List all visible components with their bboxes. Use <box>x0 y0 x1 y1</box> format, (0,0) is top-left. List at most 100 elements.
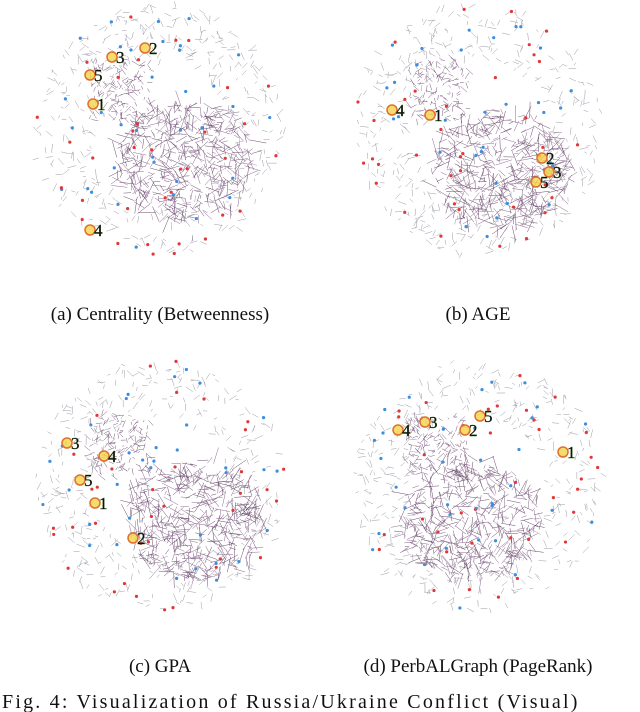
edge <box>463 596 471 599</box>
edge <box>433 209 439 212</box>
edge <box>384 206 387 212</box>
edge <box>454 163 470 172</box>
edge <box>154 514 161 528</box>
edge <box>391 491 409 495</box>
edge <box>456 548 459 554</box>
edge <box>253 479 258 482</box>
edge <box>184 106 201 109</box>
edge <box>522 489 532 499</box>
node-red <box>458 169 463 173</box>
node-blue <box>90 190 94 194</box>
edge <box>498 187 508 191</box>
node-red <box>68 140 72 144</box>
edge <box>260 523 264 528</box>
edge <box>479 456 495 463</box>
highlight-ring <box>61 437 73 449</box>
edge <box>234 475 241 480</box>
edge <box>139 428 142 434</box>
edge <box>435 87 438 94</box>
edge <box>121 147 129 159</box>
edge <box>450 57 456 62</box>
edge <box>502 178 517 185</box>
node-blue <box>214 578 219 582</box>
edge <box>150 172 155 177</box>
node-blue <box>559 106 563 110</box>
edge <box>173 539 178 543</box>
edge <box>425 464 432 469</box>
edge <box>215 152 225 157</box>
edge <box>196 172 201 184</box>
edge <box>423 446 425 454</box>
edge <box>129 483 134 502</box>
edge <box>592 512 595 517</box>
edge <box>153 156 168 168</box>
node-label: 1 <box>434 106 443 125</box>
edge <box>254 81 258 84</box>
node-red <box>185 167 189 171</box>
edge <box>133 114 139 118</box>
edge <box>541 122 546 138</box>
edge <box>190 474 192 479</box>
edge <box>127 147 136 158</box>
node-blue <box>479 150 483 154</box>
edge <box>250 53 254 59</box>
edge <box>192 552 195 560</box>
edge <box>92 111 96 117</box>
edge <box>576 514 580 523</box>
edge <box>266 465 272 468</box>
edge <box>422 472 428 475</box>
edge <box>205 545 210 554</box>
edge <box>246 165 250 183</box>
node-blue <box>441 427 445 431</box>
edge <box>477 118 489 132</box>
edge <box>251 537 256 543</box>
edge <box>431 214 435 220</box>
edge <box>446 515 462 521</box>
edge <box>494 194 511 202</box>
node-red <box>496 595 501 599</box>
edge <box>175 572 188 579</box>
node-blue <box>459 48 463 52</box>
edge <box>190 561 195 567</box>
edge <box>245 542 252 560</box>
edge <box>492 455 499 472</box>
edge <box>164 12 172 17</box>
edge <box>441 75 445 80</box>
edge <box>236 132 240 138</box>
edge <box>137 74 141 81</box>
edge <box>537 379 545 384</box>
edge <box>229 557 240 567</box>
node-blue <box>184 367 188 372</box>
edge <box>87 388 91 394</box>
node-label: 4 <box>402 421 411 440</box>
node-label: 5 <box>84 471 93 490</box>
edge <box>212 524 219 529</box>
edge <box>520 546 529 551</box>
edge <box>236 562 240 565</box>
edge <box>212 178 225 182</box>
edge <box>118 449 121 451</box>
edge <box>410 426 415 434</box>
edge <box>177 483 189 486</box>
edge <box>133 152 147 156</box>
edge <box>376 82 384 84</box>
edge <box>99 424 101 431</box>
edge <box>462 440 466 444</box>
edge <box>404 455 408 458</box>
edge <box>444 116 451 122</box>
edge <box>489 473 501 477</box>
edge <box>254 178 256 182</box>
edge <box>208 166 218 170</box>
edge <box>158 474 173 482</box>
node-red <box>146 243 150 247</box>
edge <box>424 77 432 83</box>
edge <box>55 486 60 490</box>
edge <box>465 539 473 549</box>
node-blue <box>231 104 235 109</box>
edge <box>429 50 431 55</box>
edge <box>186 554 194 560</box>
edge <box>516 564 519 574</box>
edge <box>458 471 461 474</box>
edge <box>107 48 115 53</box>
edge <box>434 148 443 160</box>
